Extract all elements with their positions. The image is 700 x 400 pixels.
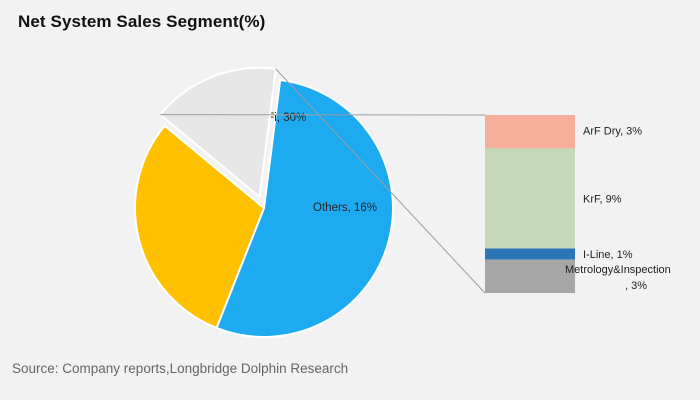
pie-slice-euv <box>215 78 394 338</box>
source-note: Source: Company reports,Longbridge Dolph… <box>12 361 349 376</box>
bar-segment-metrology <box>485 259 575 293</box>
bar-segment-krf <box>485 148 575 249</box>
bar-label-metrology-line2: , 3% <box>625 280 647 292</box>
pie-slice-arfi <box>134 124 266 330</box>
bar-segment-arf-dry <box>485 115 575 149</box>
connector-line-bottom <box>275 68 486 294</box>
bar-label-arf-dry: ArF Dry, 3% <box>583 126 642 138</box>
chart-title: Net System Sales Segment(%) <box>18 12 266 31</box>
pie-slice-others <box>158 66 277 199</box>
bar-label-krf: KrF, 9% <box>583 193 622 205</box>
bar-segment-i-line <box>485 248 575 260</box>
bar-label-i-line: I-Line, 1% <box>583 249 633 261</box>
bar-label-metrology-line1: Metrology&Inspection <box>565 264 671 276</box>
pie-label-others: Others, 16% <box>313 202 377 214</box>
